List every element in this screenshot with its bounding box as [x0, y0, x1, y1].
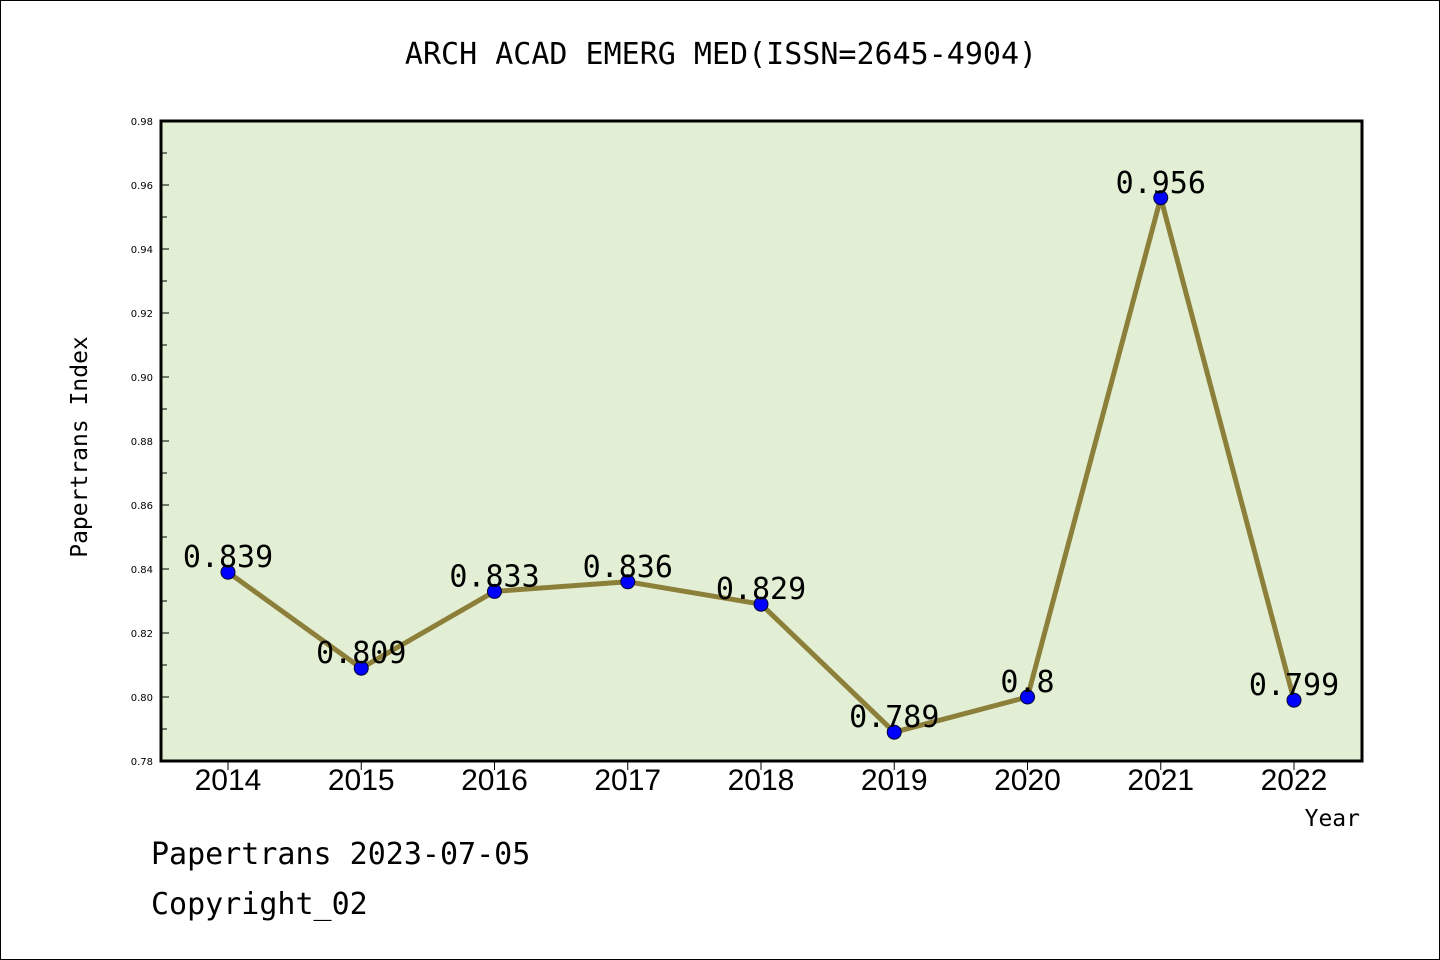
plot-area — [159, 119, 1364, 763]
y-axis-label: Papertrans Index — [67, 336, 93, 558]
data-label: 0.833 — [449, 559, 539, 594]
y-tick-label: 0.90 — [131, 373, 153, 384]
data-point — [353, 660, 369, 676]
y-tick-label: 0.86 — [131, 501, 153, 512]
data-point — [753, 596, 769, 612]
x-tick-label: 2016 — [461, 764, 528, 797]
footer-copyright: Copyright_02 — [151, 887, 368, 922]
chart-title: ARCH ACAD EMERG MED(ISSN=2645-4904) — [404, 37, 1038, 72]
x-tick-label: 2014 — [195, 764, 262, 797]
data-label: 0.8 — [1000, 665, 1054, 700]
y-tick-label: 0.94 — [131, 245, 153, 256]
data-point — [487, 583, 502, 599]
data-label: 0.789 — [849, 700, 939, 735]
y-tick-label: 0.88 — [131, 437, 153, 448]
x-axis-label: Year — [1305, 806, 1360, 832]
y-tick-label: 0.84 — [131, 565, 153, 576]
footer-source-date: Papertrans 2023-07-05 — [151, 837, 531, 872]
data-label: 0.809 — [316, 636, 406, 671]
x-tick-label: 2020 — [994, 764, 1061, 797]
y-tick-label: 0.98 — [131, 117, 153, 128]
y-tick-label: 0.80 — [131, 693, 153, 704]
x-tick-label: 2018 — [728, 764, 795, 797]
data-label: 0.829 — [716, 572, 806, 607]
y-tick-label: 0.96 — [131, 181, 153, 192]
data-point — [1153, 190, 1169, 206]
data-point — [1020, 689, 1035, 705]
y-tick-label: 0.92 — [131, 309, 153, 320]
data-point — [220, 564, 236, 580]
x-tick-label: 2015 — [328, 764, 395, 797]
x-tick-label: 2021 — [1127, 764, 1194, 797]
data-point — [1286, 692, 1302, 708]
x-tick-label: 2019 — [861, 764, 928, 797]
data-point — [620, 574, 636, 590]
x-tick-label: 2022 — [1261, 764, 1328, 797]
data-label: 0.956 — [1116, 166, 1206, 201]
data-point — [886, 724, 902, 740]
y-tick-label: 0.78 — [131, 757, 153, 768]
y-tick-label: 0.82 — [131, 629, 153, 640]
data-label: 0.799 — [1249, 668, 1339, 703]
data-label: 0.839 — [183, 540, 273, 575]
data-label: 0.836 — [583, 550, 673, 585]
x-tick-label: 2017 — [594, 764, 661, 797]
